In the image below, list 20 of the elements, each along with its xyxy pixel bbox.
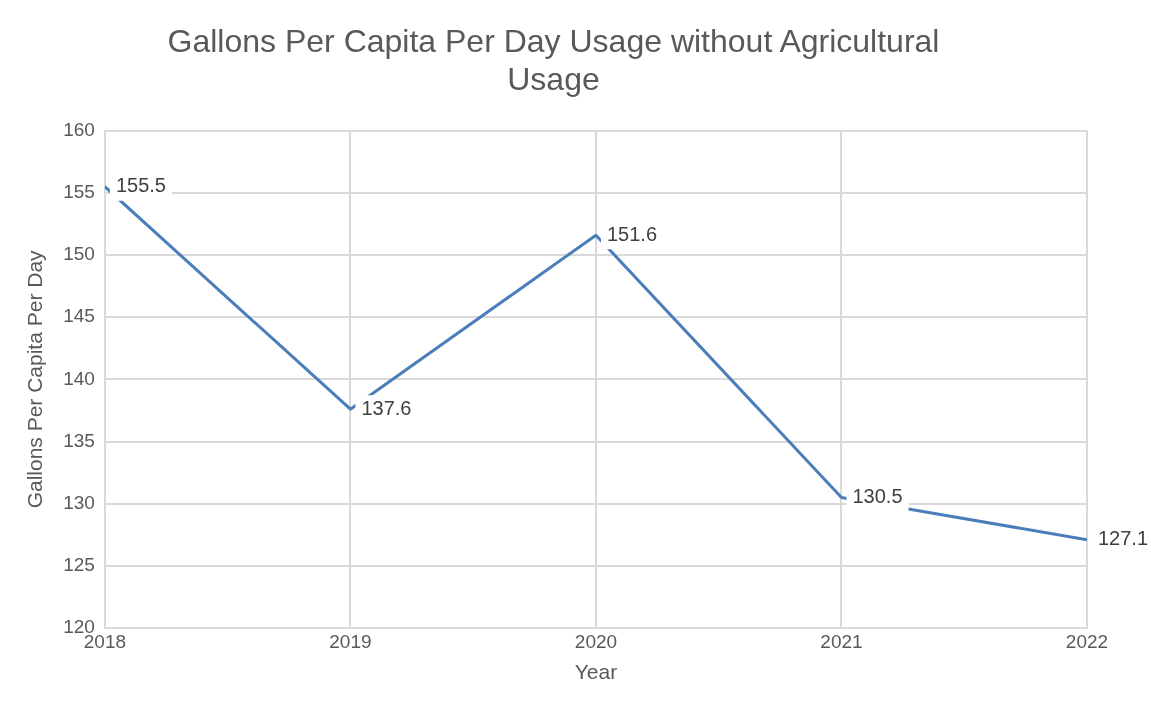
y-tick-label: 130 bbox=[63, 491, 95, 513]
data-label: 151.6 bbox=[606, 222, 658, 245]
data-label: 137.6 bbox=[361, 396, 412, 419]
y-tick-label: 125 bbox=[63, 554, 95, 576]
y-axis-title: Gallons Per Capita Per Day bbox=[23, 249, 47, 509]
data-label: 130.5 bbox=[852, 485, 903, 507]
x-tick-label: 2019 bbox=[329, 630, 372, 652]
y-tick-label: 155 bbox=[63, 181, 95, 203]
data-label: 127.1 bbox=[1098, 527, 1149, 550]
y-tick-label: 160 bbox=[63, 119, 95, 141]
data-label: 155.5 bbox=[115, 174, 166, 197]
y-tick-label: 150 bbox=[63, 243, 95, 265]
y-tick-label: 145 bbox=[63, 305, 95, 327]
y-tick-label: 135 bbox=[63, 429, 95, 451]
x-axis-title: Year bbox=[574, 660, 618, 684]
x-tick-label: 2022 bbox=[1065, 630, 1109, 652]
y-tick-label: 140 bbox=[63, 367, 95, 389]
chart-title: Gallons Per Capita Per Day Usage without Agricultural Usage bbox=[167, 23, 940, 98]
x-tick-label: 2020 bbox=[574, 630, 618, 652]
x-tick-label: 2021 bbox=[820, 630, 863, 652]
